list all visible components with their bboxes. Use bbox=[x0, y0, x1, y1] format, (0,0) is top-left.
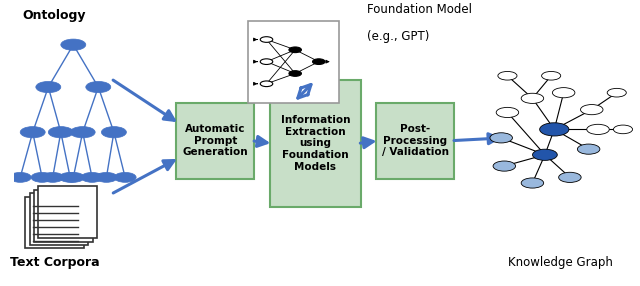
FancyBboxPatch shape bbox=[29, 193, 88, 245]
Circle shape bbox=[59, 172, 81, 182]
Circle shape bbox=[86, 82, 111, 93]
Circle shape bbox=[289, 71, 301, 76]
Text: (e.g., GPT): (e.g., GPT) bbox=[367, 30, 429, 43]
Circle shape bbox=[607, 88, 627, 97]
FancyBboxPatch shape bbox=[34, 190, 93, 242]
Circle shape bbox=[490, 133, 513, 143]
Circle shape bbox=[496, 107, 518, 118]
Circle shape bbox=[61, 39, 86, 50]
FancyBboxPatch shape bbox=[38, 186, 97, 238]
Text: Ontology: Ontology bbox=[23, 9, 86, 22]
Circle shape bbox=[20, 127, 45, 138]
Circle shape bbox=[260, 37, 273, 42]
Circle shape bbox=[541, 72, 561, 80]
Text: Text Corpora: Text Corpora bbox=[10, 256, 99, 269]
Circle shape bbox=[521, 93, 543, 104]
Circle shape bbox=[312, 59, 325, 64]
Circle shape bbox=[521, 178, 543, 188]
Circle shape bbox=[260, 59, 273, 64]
Text: Automatic
Prompt
Generation: Automatic Prompt Generation bbox=[182, 124, 248, 157]
Circle shape bbox=[532, 149, 557, 160]
Text: Knowledge Graph: Knowledge Graph bbox=[508, 256, 613, 269]
Circle shape bbox=[101, 127, 126, 138]
Circle shape bbox=[31, 172, 53, 182]
FancyBboxPatch shape bbox=[270, 80, 361, 207]
Circle shape bbox=[95, 172, 117, 182]
Circle shape bbox=[70, 127, 95, 138]
Circle shape bbox=[81, 172, 103, 182]
Circle shape bbox=[289, 47, 301, 53]
Text: Post-
Processing
/ Validation: Post- Processing / Validation bbox=[382, 124, 449, 157]
Circle shape bbox=[540, 123, 569, 136]
FancyBboxPatch shape bbox=[25, 196, 84, 249]
Circle shape bbox=[260, 81, 273, 87]
Circle shape bbox=[580, 105, 603, 115]
Circle shape bbox=[493, 161, 516, 171]
Circle shape bbox=[498, 72, 517, 80]
Circle shape bbox=[42, 172, 64, 182]
FancyBboxPatch shape bbox=[376, 103, 454, 179]
FancyBboxPatch shape bbox=[248, 21, 339, 103]
Circle shape bbox=[559, 172, 581, 182]
Circle shape bbox=[613, 125, 632, 134]
Circle shape bbox=[36, 82, 61, 93]
Text: Foundation Model: Foundation Model bbox=[367, 3, 472, 16]
FancyBboxPatch shape bbox=[177, 103, 255, 179]
Circle shape bbox=[114, 172, 136, 182]
Circle shape bbox=[62, 172, 84, 182]
Circle shape bbox=[552, 88, 575, 98]
Circle shape bbox=[9, 172, 31, 182]
Text: Information
Extraction
using
Foundation
Models: Information Extraction using Foundation … bbox=[280, 115, 350, 172]
Circle shape bbox=[577, 144, 600, 154]
Circle shape bbox=[48, 127, 74, 138]
Circle shape bbox=[587, 124, 609, 134]
